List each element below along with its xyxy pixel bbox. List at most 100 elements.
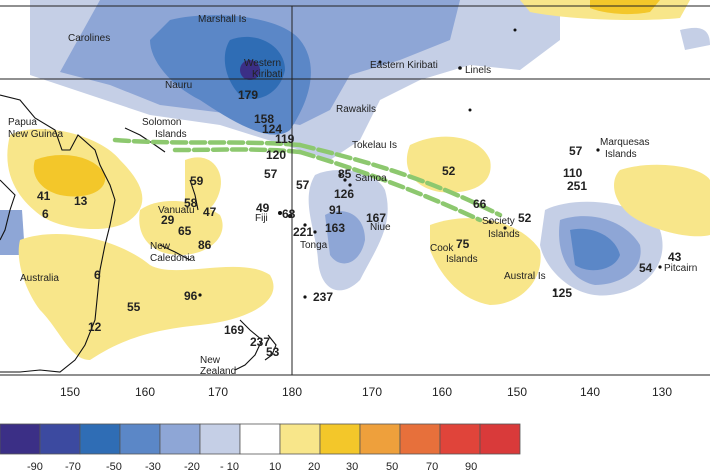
legend-swatch	[439, 423, 481, 455]
anomaly-fields	[0, 0, 710, 360]
station-value: 75	[456, 237, 470, 251]
legend-swatch	[279, 423, 321, 455]
station-value: 65	[178, 224, 192, 238]
station-value: 6	[42, 207, 49, 221]
station-value: 43	[668, 250, 682, 264]
place-label: Fiji	[255, 213, 268, 224]
station-value: 86	[198, 238, 212, 252]
place-label: Cook	[430, 243, 454, 254]
station-value: 47	[203, 205, 217, 219]
station-value: 120	[266, 148, 286, 162]
legend-swatch	[319, 423, 361, 455]
place-label: Islands	[446, 254, 478, 265]
place-label: Australia	[20, 273, 59, 284]
lon-tick: 160	[135, 385, 155, 399]
legend-label: 90	[465, 461, 477, 473]
legend-label: 70	[426, 461, 438, 473]
station-value: 237	[250, 335, 270, 349]
station-value: 91	[329, 203, 343, 217]
station-value: 59	[190, 174, 204, 188]
legend-label: -30	[145, 461, 161, 473]
lon-tick: 170	[362, 385, 382, 399]
place-label: Islands	[488, 229, 520, 240]
station-value: 68	[282, 207, 296, 221]
legend-swatch	[479, 423, 521, 455]
legend-swatch	[239, 423, 281, 455]
station-value: 52	[518, 211, 532, 225]
station-value: 57	[569, 144, 583, 158]
lon-tick: 140	[580, 385, 600, 399]
place-label: New	[150, 241, 171, 252]
legend-labels: -90 -70 -50 -30 -20 - 10 10 20 30 50 70 …	[27, 461, 477, 473]
legend-label: -70	[65, 461, 81, 473]
place-label: Caledonia	[150, 253, 195, 264]
station-value: 237	[313, 290, 333, 304]
station-value: 29	[161, 213, 175, 227]
place-label: Niue	[370, 222, 391, 233]
station-value: 49	[256, 201, 270, 215]
station-value: 124	[262, 122, 282, 136]
station-value: 55	[127, 300, 141, 314]
place-label: Papua	[8, 117, 37, 128]
legend-swatch	[199, 423, 241, 455]
station-value: 66	[473, 197, 487, 211]
place-label: Western	[244, 58, 281, 69]
place-label: Carolines	[68, 33, 110, 44]
place-label: Eastern Kiribati	[370, 60, 438, 71]
lon-tick: 130	[652, 385, 672, 399]
place-label: Solomon	[142, 117, 181, 128]
station-value: 110	[563, 166, 583, 180]
station-value: 58	[184, 196, 198, 210]
lon-tick: 170	[208, 385, 228, 399]
lon-tick: 180	[282, 385, 302, 399]
station-value: 221	[293, 225, 313, 239]
place-labels: Carolines Marshall Is Nauru Western Kiri…	[8, 14, 697, 377]
station-value: 85	[338, 167, 352, 181]
legend-swatch	[119, 423, 161, 455]
legend-label: - 10	[220, 461, 239, 473]
legend-swatch	[39, 423, 81, 455]
place-label: Islands	[605, 149, 637, 160]
station-value: 251	[567, 179, 587, 193]
place-label: Zealand	[200, 366, 236, 377]
station-value: 158	[254, 112, 274, 126]
station-value: 41	[37, 189, 51, 203]
station-value: 125	[552, 286, 572, 300]
station-value: 167	[366, 211, 386, 225]
station-value: 179	[238, 88, 258, 102]
station-value: 6	[94, 268, 101, 282]
place-label: Nauru	[165, 80, 192, 91]
lon-tick: 160	[432, 385, 452, 399]
place-label: Samoa	[355, 173, 387, 184]
station-value: 57	[296, 178, 310, 192]
spcz-bands	[112, 137, 503, 223]
station-value: 13	[74, 194, 88, 208]
legend-swatch	[399, 423, 441, 455]
station-value: 163	[325, 221, 345, 235]
station-value: 126	[334, 187, 354, 201]
grid-lines	[0, 5, 710, 376]
legend-label: -50	[106, 461, 122, 473]
legend-label: 30	[346, 461, 358, 473]
place-label: Kiribati	[252, 69, 283, 80]
station-value: 53	[266, 345, 280, 359]
station-value: 96	[184, 289, 198, 303]
place-label: Islands	[155, 129, 187, 140]
legend-swatch	[0, 423, 41, 455]
place-label: Rawakils	[336, 104, 376, 115]
place-label: Pitcairn	[664, 263, 697, 274]
station-value: 54	[639, 261, 653, 275]
station-value: 169	[224, 323, 244, 337]
legend-swatch	[79, 423, 121, 455]
station-value: 119	[275, 132, 295, 146]
station-dots	[198, 28, 662, 299]
legend-swatch	[359, 423, 401, 455]
place-label: Linels	[465, 65, 491, 76]
station-value: 12	[88, 320, 102, 334]
legend-label: -90	[27, 461, 43, 473]
legend-color-bar	[0, 423, 521, 455]
place-label: Tokelau Is	[352, 140, 397, 151]
lon-tick: 150	[60, 385, 80, 399]
place-label: Vanuatu	[158, 205, 195, 216]
